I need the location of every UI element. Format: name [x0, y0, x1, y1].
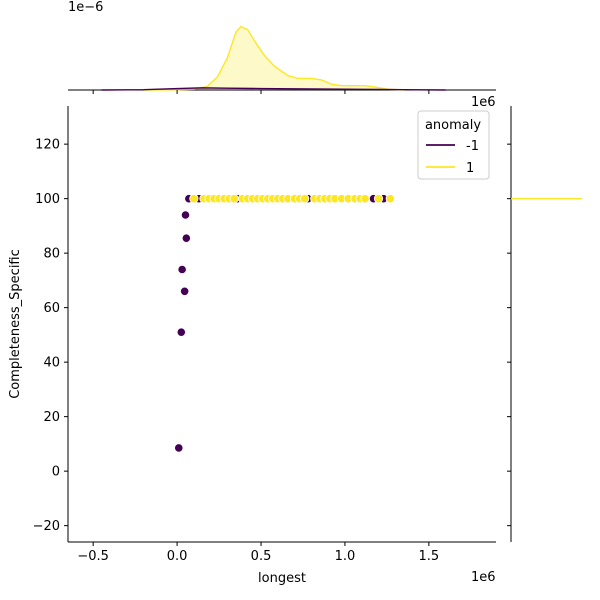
scatter-point-1	[360, 194, 370, 204]
x-tick-label: 0.5	[251, 549, 272, 564]
x-axis-ticks: −0.5 0.0 0.5 1.0 1.5	[77, 542, 439, 564]
x-tick-label: 0.0	[167, 549, 188, 564]
y-tick-label: 40	[43, 356, 60, 371]
right-marginal-panel: 1e6	[471, 95, 582, 542]
x-axis-offset-label: 1e6	[471, 570, 496, 585]
main-scatter-panel: −0.5 0.0 0.5 1.0 1.5 −20 0 20 40 60 80 100 120 long…	[8, 106, 496, 586]
scatter-point-neg1	[180, 210, 191, 220]
x-tick-label: 1.0	[335, 549, 356, 564]
top-density-line-neg1	[101, 87, 446, 91]
scatter-point-1	[373, 194, 384, 204]
y-tick-label: 80	[43, 247, 60, 262]
y-tick-label: 0	[52, 465, 60, 480]
scatter-point-neg1	[180, 286, 190, 296]
y-tick-label: −20	[33, 519, 60, 534]
legend-title: anomaly	[425, 118, 481, 133]
top-marginal-offset-label: 1e−6	[68, 0, 103, 15]
scatter-point-neg1	[174, 443, 184, 453]
x-tick-label: 1.5	[419, 549, 440, 564]
right-marginal-y-ticks	[507, 143, 511, 527]
scatter-point-neg1	[176, 327, 186, 337]
legend-label-neg1: -1	[466, 139, 479, 154]
legend-label-1: 1	[466, 161, 474, 176]
top-density-fill-1	[143, 26, 406, 90]
x-axis-label: longest	[258, 571, 306, 586]
scatter-point-1	[229, 194, 239, 204]
right-marginal-offset-label: 1e6	[471, 95, 496, 110]
top-marginal-density-layer	[101, 25, 446, 91]
scatter-point-neg1	[181, 233, 191, 243]
y-tick-label: 120	[35, 138, 60, 153]
scatter-point-1	[385, 194, 395, 204]
y-axis-label: Completeness_Specific	[8, 249, 23, 399]
top-marginal-x-ticks	[92, 90, 430, 94]
legend: anomaly -1 1	[417, 110, 490, 180]
x-tick-label: −0.5	[77, 549, 109, 564]
y-tick-label: 60	[43, 301, 60, 316]
y-tick-label: 100	[35, 192, 60, 207]
scatter-points	[174, 194, 395, 453]
top-marginal-panel: 1e−6	[68, 0, 496, 94]
scatter-point-1	[300, 194, 310, 204]
scatter-point-1	[189, 194, 199, 204]
top-density-line-1	[143, 25, 406, 91]
scatter-point-neg1	[177, 264, 187, 275]
y-tick-label: 20	[43, 410, 60, 425]
y-axis-ticks: −20 0 20 40 60 80 100 120	[33, 138, 68, 534]
